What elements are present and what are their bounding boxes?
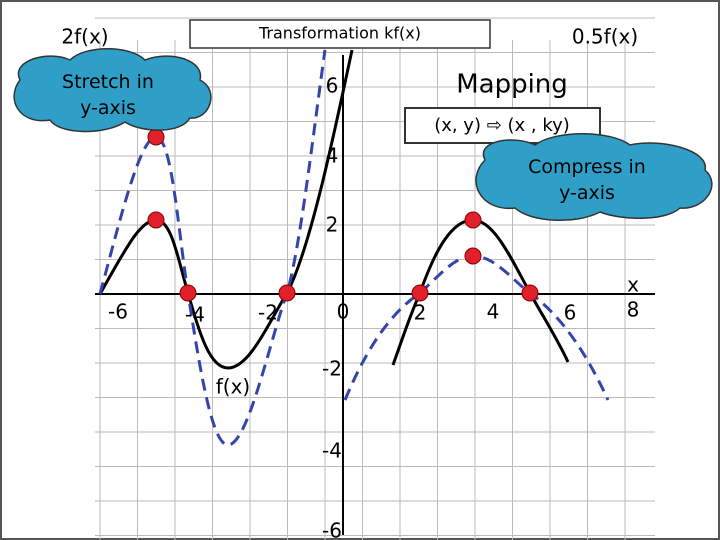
y-tick-label: -6 [322, 519, 342, 540]
title-box [189, 19, 491, 49]
point [464, 211, 482, 229]
tick-labels: -6 -4 -2 0 2 4 6 8 6 4 2 -2 -4 -6 [108, 74, 639, 540]
x-tick-label: 8 [627, 298, 640, 322]
mapping-rule: (x, y) ⇨ (x , ky) [434, 115, 570, 136]
stretch-cloud [13, 48, 212, 133]
points [147, 128, 539, 302]
y-tick-label: -4 [322, 439, 342, 463]
label-2f: 2f(x) [61, 25, 108, 49]
point [464, 247, 482, 265]
x-tick-label: 6 [564, 301, 577, 325]
mapping-title: Mapping [456, 70, 568, 100]
point [278, 284, 296, 302]
y-tick-label: 4 [326, 144, 339, 168]
y-tick-label: 2 [326, 213, 339, 237]
point [411, 284, 429, 302]
x-tick-label: 2 [414, 301, 427, 325]
x-tick-label: -6 [108, 300, 128, 324]
point [521, 284, 539, 302]
label-half-f: 0.5f(x) [572, 25, 638, 49]
point [179, 284, 197, 302]
title: Transformation kf(x) [258, 24, 421, 43]
y-tick-label: -2 [322, 357, 342, 381]
curve-label: f(x) [216, 375, 250, 399]
compress-text: Compress in y-axis [528, 156, 646, 204]
x-tick-label: -4 [185, 303, 205, 327]
x-tick-label: 0 [337, 300, 350, 324]
x-axis-name: x [627, 273, 639, 297]
point [147, 211, 165, 229]
point [147, 128, 165, 146]
stretch-text-1: Stretch in y-axis [62, 71, 154, 119]
x-tick-label: -2 [258, 301, 278, 325]
y-tick-label: 6 [326, 74, 339, 98]
compress-cloud [475, 133, 713, 221]
x-tick-label: 4 [487, 300, 500, 324]
